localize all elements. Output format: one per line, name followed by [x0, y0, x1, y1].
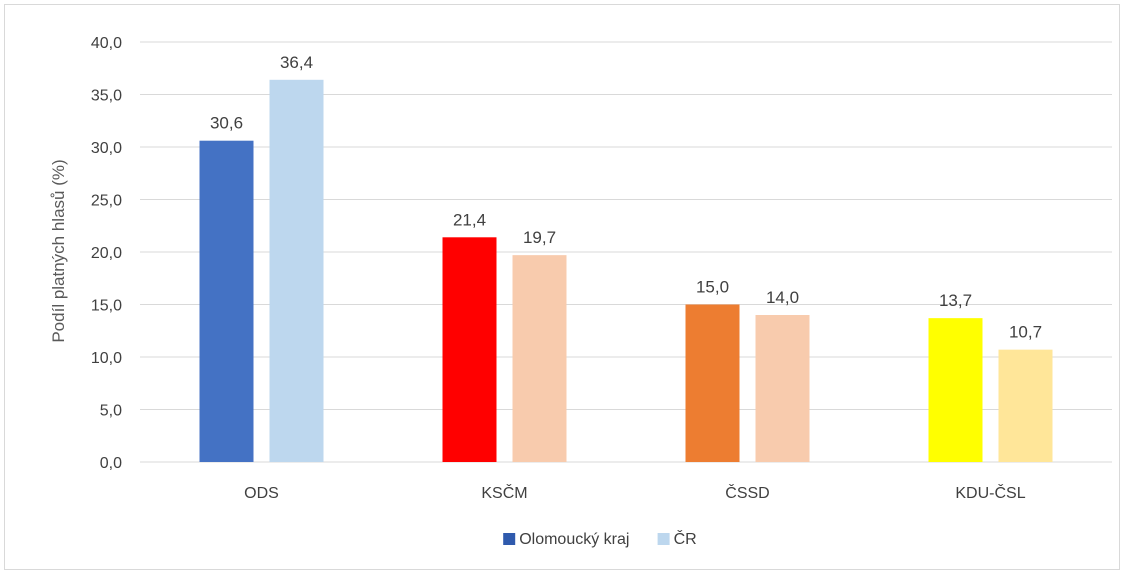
- y-tick-label: 10,0: [91, 350, 122, 367]
- bar-ods-series-2: [269, 79, 324, 463]
- bar-ods-series-1: [199, 140, 254, 462]
- y-axis-ticks: 0,0 5,0 10,0 15,0 20,0 25,0 30,0 35,0 40,0: [91, 35, 122, 472]
- legend-label: Olomoucký kraj: [519, 531, 629, 548]
- data-label: 14,0: [766, 288, 799, 307]
- bars: [199, 79, 1053, 463]
- bar-kdu-čsl-series-1: [928, 318, 983, 462]
- bar-čssd-series-1: [685, 304, 740, 462]
- x-category-label: ČSSD: [725, 483, 769, 502]
- y-tick-label: 0,0: [100, 455, 122, 472]
- data-label: 21,4: [453, 210, 486, 229]
- data-label: 15,0: [696, 278, 729, 297]
- x-category-label: KDU-ČSL: [955, 483, 1025, 502]
- legend-label: ČR: [674, 529, 697, 548]
- data-label: 30,6: [210, 114, 243, 133]
- x-category-label: ODS: [244, 485, 279, 502]
- data-label: 36,4: [280, 53, 313, 72]
- y-tick-label: 35,0: [91, 88, 122, 105]
- y-tick-label: 15,0: [91, 298, 122, 315]
- y-tick-label: 25,0: [91, 193, 122, 210]
- bar-kdu-čsl-series-2: [998, 349, 1053, 462]
- data-label: 13,7: [939, 291, 972, 310]
- x-category-label: KSČM: [481, 483, 527, 502]
- bar-ksčm-series-1: [442, 237, 497, 462]
- legend: Olomoucký kraj ČR: [503, 529, 697, 548]
- legend-swatch: [503, 533, 516, 545]
- legend-swatch: [657, 533, 670, 545]
- data-labels: 30,6 36,4 21,4 19,7 15,0 14,0 13,7 10,7: [210, 53, 1042, 342]
- data-label: 10,7: [1009, 323, 1042, 342]
- y-tick-label: 40,0: [91, 35, 122, 52]
- x-axis-categories: ODS KSČM ČSSD KDU-ČSL: [244, 483, 1026, 502]
- bar-čssd-series-2: [755, 315, 810, 462]
- bar-ksčm-series-2: [512, 255, 567, 462]
- y-axis-label: Podíl platných hlasů (%): [49, 159, 68, 342]
- y-tick-label: 5,0: [100, 403, 122, 420]
- y-tick-label: 30,0: [91, 140, 122, 157]
- data-label: 19,7: [523, 228, 556, 247]
- y-tick-label: 20,0: [91, 245, 122, 262]
